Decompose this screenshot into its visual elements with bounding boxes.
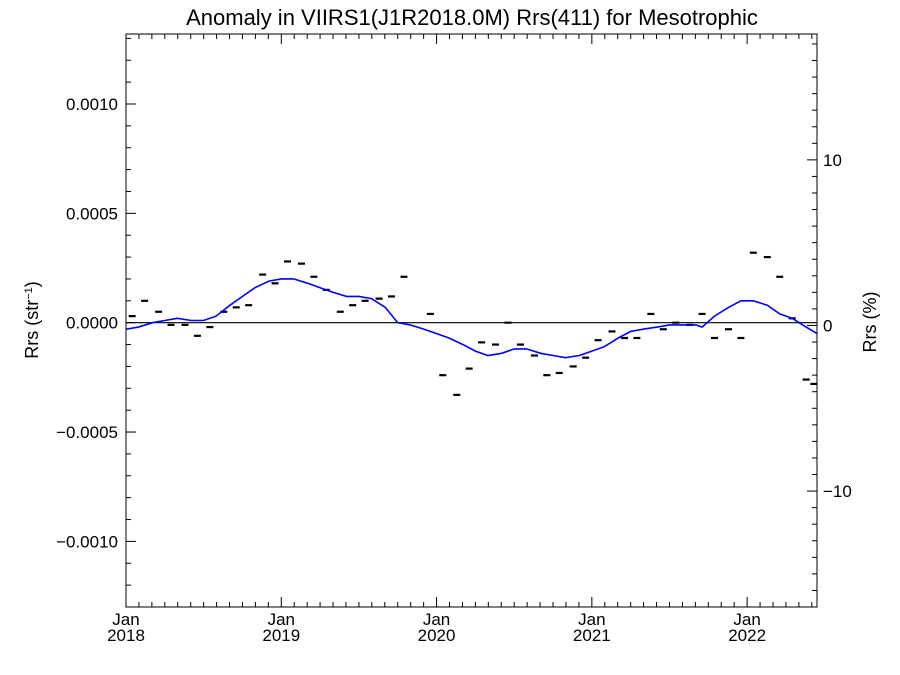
y-axis-label-text: Rrs (str	[22, 300, 42, 359]
x-tick-month-label: Jan	[733, 610, 760, 629]
x-tick-month-label: Jan	[112, 610, 139, 629]
axis-ticks	[125, 34, 817, 608]
x-tick-month-label: Jan	[268, 610, 295, 629]
y-axis-label: Rrs (str−1)	[22, 281, 42, 359]
y2-tick-label: −10	[823, 482, 852, 501]
plot-frame	[125, 33, 818, 608]
x-tick-month-label: Jan	[423, 610, 450, 629]
y-axis-label-unit-exponent: −1	[23, 287, 35, 300]
y-tick-label: −0.0005	[56, 423, 118, 442]
x-tick-year-label: 2022	[728, 626, 766, 645]
y-tick-label: 0.0005	[66, 204, 118, 223]
y-tick-label: −0.0010	[56, 532, 118, 551]
y2-tick-label: 0	[823, 316, 832, 335]
x-tick-month-label: Jan	[578, 610, 605, 629]
chart-title: Anomaly in VIIRS1(J1R2018.0M) Rrs(411) f…	[186, 5, 758, 30]
y-tick-label: 0.0000	[66, 314, 118, 333]
x-tick-year-label: 2019	[262, 626, 300, 645]
x-tick-year-label: 2021	[573, 626, 611, 645]
smoothed-anomaly-line	[125, 278, 818, 359]
monthly-anomaly-series	[128, 251, 818, 396]
y-tick-label: 0.0010	[66, 95, 118, 114]
right-y-axis-label: Rrs (%)	[860, 292, 880, 353]
x-tick-year-label: 2020	[418, 626, 456, 645]
x-tick-year-label: 2018	[107, 626, 145, 645]
y2-tick-label: 10	[823, 151, 842, 170]
axis-tick-labels: 0.0010 0.0005 0.0000 −0.0005 −0.0010 10 0 −10 Ja…	[56, 95, 852, 645]
y-axis-label-close: )	[22, 281, 42, 287]
